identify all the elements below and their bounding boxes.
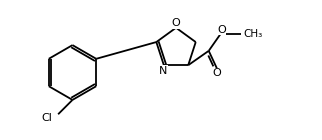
Text: CH₃: CH₃ bbox=[243, 29, 262, 39]
Text: O: O bbox=[172, 18, 180, 28]
Text: N: N bbox=[159, 66, 167, 76]
Text: O: O bbox=[213, 68, 222, 78]
Text: Cl: Cl bbox=[42, 113, 52, 123]
Text: O: O bbox=[217, 24, 226, 35]
